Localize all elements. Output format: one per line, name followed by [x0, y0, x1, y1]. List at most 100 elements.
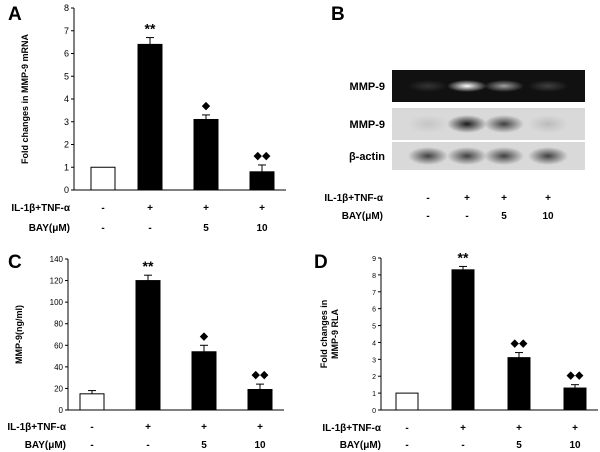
- bar: [137, 43, 163, 191]
- y-tick-label: 6: [64, 49, 69, 59]
- treatment-value: 10: [254, 440, 266, 451]
- treatment-value: +: [257, 422, 263, 433]
- y-tick-label: 7: [64, 26, 69, 36]
- y-tick-label: 0: [372, 408, 376, 415]
- significance-marker: ◆◆: [254, 150, 271, 162]
- treatment-value: -: [465, 211, 468, 222]
- y-tick-label: 3: [372, 357, 376, 364]
- treatment-row-label: BAY(μM): [25, 440, 66, 451]
- treatment-value: 5: [201, 440, 207, 451]
- y-tick-label: 80: [54, 320, 63, 329]
- y-axis-label: Fold changes in MMP-9 mRNA: [20, 33, 30, 164]
- significance-marker: ◆: [200, 330, 209, 342]
- y-tick-label: 120: [50, 277, 64, 286]
- treatment-value: -: [426, 193, 429, 204]
- treatment-value: +: [201, 422, 207, 433]
- bar: [249, 171, 275, 191]
- panel-b-blot: B MMP-9 MMP-9 β-actin IL-1β+TNF-α - + + + BAY(μM)…: [324, 4, 585, 222]
- y-axis-label: Fold changes in: [319, 300, 329, 369]
- panel-d-chart: D 0 1 2 3 4 5 6 7 8 9 Fold changes in MMP-9 RLA ** ◆◆ ◆…: [314, 249, 598, 451]
- significance-marker: **: [143, 258, 154, 274]
- blot-band: [528, 115, 568, 133]
- y-tick-label: 100: [50, 298, 64, 307]
- y-tick-label: 140: [50, 255, 64, 264]
- y-tick-label: 1: [372, 391, 376, 398]
- panel-letter: B: [331, 4, 345, 25]
- bar: [563, 387, 587, 411]
- treatment-row-label: IL-1β+TNF-α: [322, 423, 381, 434]
- treatment-value: 5: [516, 440, 522, 451]
- treatment-row-label: IL-1β+TNF-α: [11, 203, 70, 214]
- y-tick-label: 2: [64, 140, 69, 150]
- y-tick-label: 8: [372, 273, 376, 280]
- bar: [451, 269, 475, 411]
- treatment-row-label: BAY(μM): [342, 211, 383, 222]
- y-tick-label: 2: [372, 374, 376, 381]
- blot-band: [484, 80, 524, 92]
- bar: [79, 393, 105, 411]
- treatment-value: -: [148, 223, 151, 234]
- y-tick-label: 7: [372, 290, 376, 297]
- y-tick-label: 5: [64, 71, 69, 81]
- significance-marker: ◆◆: [567, 370, 584, 382]
- y-tick-label: 8: [64, 3, 69, 13]
- y-axis-label: MMP-9(ng/ml): [14, 305, 24, 364]
- panel-letter: A: [8, 4, 22, 25]
- treatment-value: -: [405, 440, 408, 451]
- blot-band: [484, 115, 524, 133]
- bar: [193, 118, 219, 191]
- treatment-value: +: [516, 423, 522, 434]
- bar: [90, 166, 116, 191]
- blot-band: [484, 147, 524, 165]
- treatment-value: 10: [569, 440, 581, 451]
- treatment-row-label: BAY(μM): [340, 440, 381, 451]
- treatment-value: +: [545, 193, 551, 204]
- y-tick-label: 4: [64, 94, 69, 104]
- blot-band: [528, 147, 568, 165]
- bar: [247, 389, 273, 411]
- significance-marker: **: [458, 249, 469, 265]
- treatment-row-label: IL-1β+TNF-α: [7, 422, 66, 433]
- blot-band: [447, 80, 487, 92]
- treatment-value: -: [461, 440, 464, 451]
- treatment-value: +: [460, 423, 466, 434]
- y-tick-label: 20: [54, 384, 63, 393]
- blot-band: [447, 147, 487, 165]
- blot-row-label: MMP-9: [350, 119, 385, 131]
- significance-marker: **: [145, 21, 156, 37]
- treatment-value: -: [90, 422, 93, 433]
- treatment-row-label: BAY(μM): [29, 223, 70, 234]
- treatment-value: +: [259, 203, 265, 214]
- treatment-value: +: [572, 423, 578, 434]
- panel-letter: D: [314, 252, 328, 273]
- bar: [135, 280, 161, 411]
- bar: [395, 392, 419, 411]
- y-tick-label: 1: [64, 162, 69, 172]
- treatment-value: -: [101, 203, 104, 214]
- blot-row-label: β-actin: [349, 151, 385, 163]
- treatment-value: -: [90, 440, 93, 451]
- treatment-value: 10: [256, 223, 268, 234]
- blot-band: [528, 80, 568, 92]
- significance-marker: ◆: [202, 100, 211, 112]
- treatment-value: +: [464, 193, 470, 204]
- y-tick-label: 4: [372, 340, 376, 347]
- treatment-row-label: IL-1β+TNF-α: [324, 193, 383, 204]
- bar: [191, 351, 217, 411]
- treatment-value: +: [501, 193, 507, 204]
- y-tick-label: 6: [372, 307, 376, 314]
- y-tick-label: 3: [64, 117, 69, 127]
- treatment-value: -: [101, 223, 104, 234]
- y-tick-label: 5: [372, 324, 376, 331]
- treatment-value: 10: [542, 211, 554, 222]
- treatment-value: -: [146, 440, 149, 451]
- blot-row-label: MMP-9: [350, 81, 385, 93]
- treatment-value: -: [426, 211, 429, 222]
- blot-band: [447, 115, 487, 133]
- bar: [507, 357, 531, 411]
- significance-marker: ◆◆: [252, 369, 269, 381]
- treatment-value: +: [145, 422, 151, 433]
- panel-letter: C: [8, 252, 22, 273]
